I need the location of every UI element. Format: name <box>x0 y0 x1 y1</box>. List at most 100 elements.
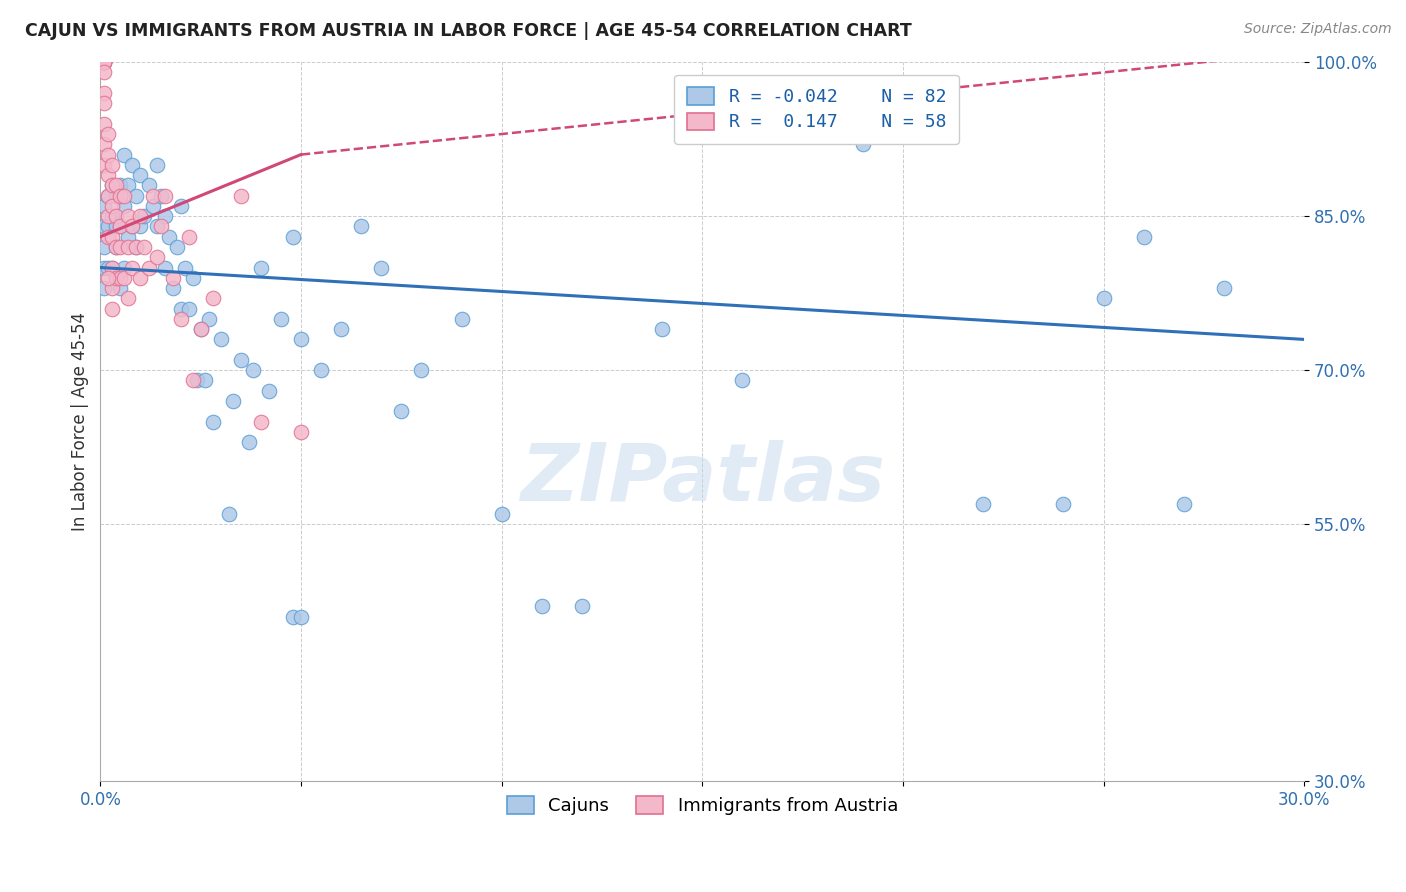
Point <box>145 158 167 172</box>
Point <box>731 374 754 388</box>
Point <box>93 158 115 172</box>
Point <box>190 322 212 336</box>
Point <box>97 168 120 182</box>
Point <box>145 250 167 264</box>
Point <box>101 178 124 193</box>
Point <box>101 229 124 244</box>
Point <box>93 86 115 100</box>
Text: CAJUN VS IMMIGRANTS FROM AUSTRIA IN LABOR FORCE | AGE 45-54 CORRELATION CHART: CAJUN VS IMMIGRANTS FROM AUSTRIA IN LABO… <box>25 22 912 40</box>
Point <box>290 609 312 624</box>
Point <box>121 158 143 172</box>
Text: ZIPatlas: ZIPatlas <box>520 440 884 518</box>
Point <box>1213 281 1236 295</box>
Point <box>129 219 152 234</box>
Point <box>110 178 132 193</box>
Point <box>177 301 200 316</box>
Point <box>1132 229 1154 244</box>
Point <box>97 188 120 202</box>
Point <box>309 363 332 377</box>
Point <box>138 178 160 193</box>
Point <box>93 55 115 70</box>
Point <box>101 158 124 172</box>
Point <box>110 219 132 234</box>
Point <box>173 260 195 275</box>
Point <box>257 384 280 398</box>
Legend: Cajuns, Immigrants from Austria: Cajuns, Immigrants from Austria <box>496 786 908 826</box>
Point <box>93 55 115 70</box>
Point <box>125 188 148 202</box>
Point <box>101 301 124 316</box>
Point <box>157 229 180 244</box>
Point <box>190 322 212 336</box>
Point <box>651 322 673 336</box>
Point <box>153 260 176 275</box>
Point <box>153 188 176 202</box>
Point <box>197 311 219 326</box>
Point <box>218 507 240 521</box>
Point <box>852 137 875 152</box>
Point <box>97 188 120 202</box>
Point <box>101 260 124 275</box>
Point <box>169 199 191 213</box>
Point <box>209 333 232 347</box>
Point <box>105 240 128 254</box>
Point <box>138 260 160 275</box>
Point <box>153 209 176 223</box>
Point <box>201 291 224 305</box>
Point <box>112 147 135 161</box>
Point <box>105 178 128 193</box>
Point <box>112 270 135 285</box>
Point <box>125 240 148 254</box>
Point <box>110 270 132 285</box>
Point <box>93 199 115 213</box>
Point <box>121 219 143 234</box>
Point <box>93 55 115 70</box>
Point <box>117 229 139 244</box>
Point <box>186 374 208 388</box>
Point <box>93 117 115 131</box>
Point <box>411 363 433 377</box>
Point <box>105 188 128 202</box>
Point <box>141 188 163 202</box>
Point <box>121 219 143 234</box>
Point <box>101 281 124 295</box>
Point <box>110 240 132 254</box>
Point <box>145 219 167 234</box>
Point <box>229 188 252 202</box>
Point <box>370 260 392 275</box>
Point <box>101 178 124 193</box>
Point <box>238 435 260 450</box>
Point <box>129 270 152 285</box>
Point <box>93 260 115 275</box>
Point <box>141 199 163 213</box>
Point <box>117 209 139 223</box>
Point <box>1092 291 1115 305</box>
Point <box>281 229 304 244</box>
Point <box>491 507 513 521</box>
Point <box>270 311 292 326</box>
Point <box>166 240 188 254</box>
Point <box>105 270 128 285</box>
Point <box>201 415 224 429</box>
Point <box>97 260 120 275</box>
Point <box>571 599 593 614</box>
Y-axis label: In Labor Force | Age 45-54: In Labor Force | Age 45-54 <box>72 312 89 531</box>
Point <box>110 219 132 234</box>
Point <box>110 281 132 295</box>
Point <box>93 65 115 79</box>
Point <box>101 199 124 213</box>
Point <box>350 219 373 234</box>
Point <box>105 209 128 223</box>
Point <box>97 270 120 285</box>
Point <box>97 219 120 234</box>
Point <box>229 353 252 368</box>
Point <box>105 270 128 285</box>
Point <box>93 55 115 70</box>
Point <box>93 55 115 70</box>
Point <box>93 240 115 254</box>
Point <box>93 281 115 295</box>
Point <box>169 301 191 316</box>
Point <box>162 281 184 295</box>
Point <box>1173 497 1195 511</box>
Point <box>105 240 128 254</box>
